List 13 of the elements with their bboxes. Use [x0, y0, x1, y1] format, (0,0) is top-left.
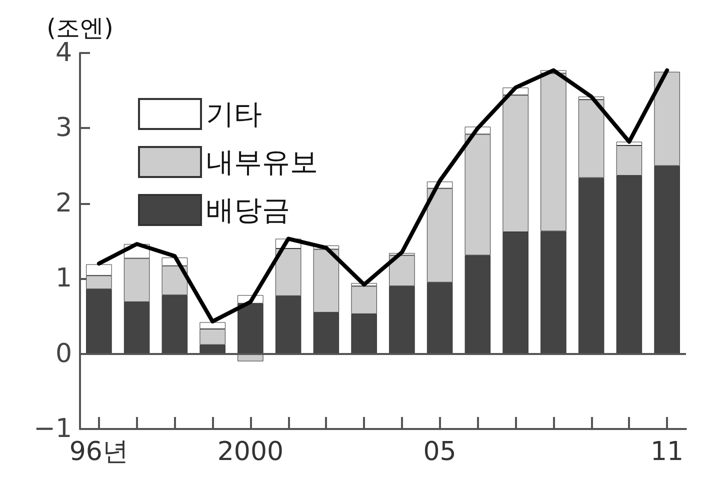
legend-label: 내부유보: [206, 146, 318, 178]
x-tick-label: 05: [423, 437, 456, 467]
x-tick-label: 2000: [217, 437, 284, 467]
y-tick-label: 1: [55, 264, 72, 294]
y-tick-label: −1: [34, 414, 72, 444]
y-tick-label: 2: [55, 188, 72, 218]
line-series: [96, 68, 670, 324]
legend-label: 기타: [206, 98, 262, 130]
x-tick-label: 11: [650, 437, 684, 467]
legend-label: 배당금: [206, 194, 290, 226]
y-tick-label: 0: [55, 338, 72, 369]
y-tick-label: 3: [55, 113, 72, 144]
x-tick-label: 96년: [69, 437, 128, 467]
